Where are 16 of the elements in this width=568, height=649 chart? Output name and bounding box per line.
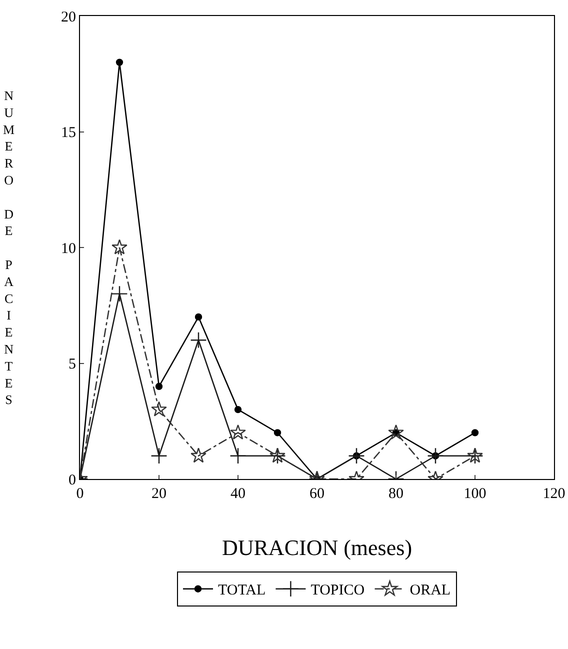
- y-tick-label: 5: [68, 356, 76, 372]
- legend-label: TOPICO: [310, 582, 365, 599]
- y-tick-label: 0: [68, 472, 76, 488]
- legend-label: TOTAL: [218, 582, 266, 599]
- x-tick-label: 120: [542, 486, 566, 502]
- x-tick-label: 100: [464, 486, 486, 502]
- x-tick-label: 40: [230, 486, 246, 502]
- text: NUMERO DE PACIENTES: [3, 88, 15, 408]
- y-tick-label: 15: [61, 125, 76, 141]
- x-axis-title: DURACION (meses): [222, 535, 412, 560]
- x-tick-label: 80: [388, 486, 404, 502]
- x-tick-label: 20: [152, 486, 166, 502]
- x-tick-label: 60: [310, 486, 324, 502]
- legend-label: ORAL: [410, 582, 451, 599]
- y-tick-label: 10: [61, 240, 76, 257]
- y-tick-label: 20: [61, 9, 76, 26]
